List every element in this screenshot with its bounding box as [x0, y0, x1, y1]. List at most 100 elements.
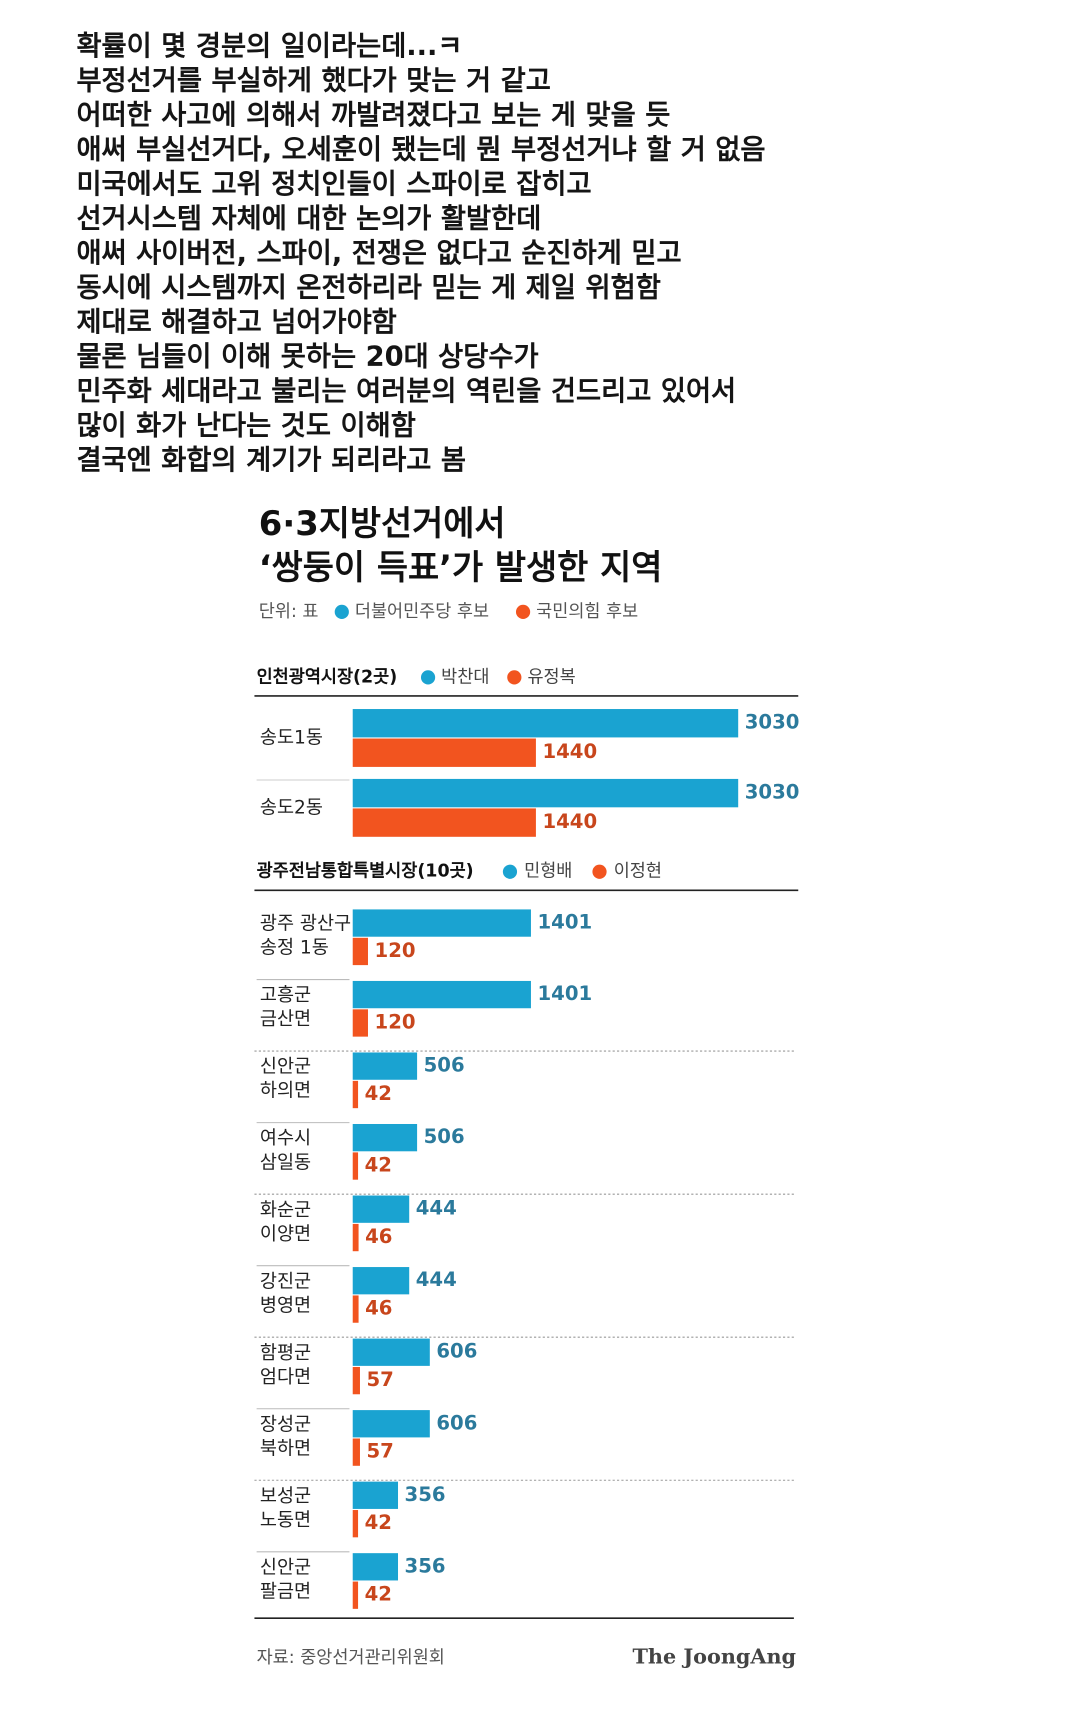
category-label: 엄다면: [260, 1367, 311, 1388]
category-label: 송정 1동: [260, 938, 329, 959]
value-label: 1440: [542, 740, 597, 763]
legend-dot: [507, 670, 522, 685]
category-label: 함평군: [260, 1343, 311, 1364]
brand: The JoongAng: [632, 1644, 796, 1668]
bar: [352, 1438, 360, 1466]
legend-label: 유정복: [527, 667, 575, 687]
legend-dot: [334, 604, 349, 619]
bar: [352, 980, 531, 1009]
value-label: 1401: [538, 911, 593, 934]
value-label: 1440: [542, 810, 597, 833]
category-label: 팔금면: [260, 1581, 311, 1602]
bar: [352, 1052, 418, 1080]
value-label: 356: [405, 1483, 446, 1506]
value-label: 46: [365, 1225, 392, 1248]
value-label: 57: [367, 1440, 394, 1463]
value-label: 1401: [538, 982, 593, 1005]
value-label: 506: [424, 1054, 465, 1077]
bar: [352, 1223, 359, 1252]
section-title: 인천광역시장(2곳): [257, 667, 398, 687]
legend-label: 이정현: [614, 862, 662, 882]
value-label: 120: [375, 1010, 416, 1033]
value-label: 42: [365, 1583, 392, 1606]
bar: [352, 778, 739, 808]
category-label: 북하면: [260, 1438, 311, 1459]
bar: [352, 1152, 359, 1180]
category-label: 이양면: [260, 1224, 311, 1245]
post-line: 어떠한 사고에 의해서 까발려졌다고 보는 게 맞을 듯: [76, 100, 670, 131]
bar: [352, 1366, 360, 1395]
category-label: 송도1동: [260, 727, 323, 748]
value-label: 57: [367, 1368, 394, 1391]
value-label: 3030: [745, 781, 800, 804]
category-label: 고흥군: [260, 985, 311, 1006]
bar: [352, 1510, 359, 1538]
legend-label: 민형배: [524, 862, 572, 882]
legend-label: 더불어민주당 후보: [355, 602, 489, 622]
category-label: 노동면: [260, 1510, 311, 1531]
infographic-title: 6·3지방선거에서: [259, 504, 506, 543]
value-label: 356: [405, 1554, 446, 1577]
post-line: 확률이 몇 경분의 일이라는데...ㅋ: [76, 31, 462, 62]
unit: 단위: 표: [259, 602, 319, 622]
value-label: 46: [365, 1297, 392, 1320]
post-line: 물론 님들이 이해 못하는 20대 상당수가: [76, 341, 538, 372]
source: 자료: 중앙선거관리위원회: [257, 1648, 445, 1668]
post-line: 부정선거를 부실하게 했다가 맞는 거 같고: [76, 65, 550, 96]
post-line: 결국엔 화합의 계기가 되리라고 봄: [76, 445, 466, 476]
post-line: 민주화 세대라고 불리는 여러분의 역린을 건드리고 있어서: [76, 376, 736, 407]
value-label: 42: [365, 1082, 392, 1105]
value-label: 3030: [745, 711, 800, 734]
post-line: 선거시스템 자체에 대한 논의가 활발한데: [76, 203, 541, 234]
bar: [352, 1195, 410, 1223]
post-line: 미국에서도 고위 정치인들이 스파이로 잡히고: [76, 169, 591, 200]
bar: [352, 937, 368, 966]
category-label: 삼일동: [260, 1152, 311, 1173]
category-label: 병영면: [260, 1295, 311, 1316]
value-label: 606: [436, 1411, 477, 1434]
legend-label: 박찬대: [441, 667, 489, 687]
category-label: 장성군: [260, 1414, 311, 1435]
post-line: 애써 부실선거다, 오세훈이 됐는데 뭔 부정선거냐 할 거 없음: [76, 134, 765, 165]
bar: [352, 808, 536, 837]
legend-dot: [515, 604, 531, 619]
bar: [352, 1009, 368, 1037]
value-label: 444: [416, 1268, 457, 1291]
category-label: 신안군: [260, 1057, 311, 1078]
bar: [352, 1123, 418, 1152]
category-label: 여수시: [260, 1128, 311, 1149]
value-label: 606: [436, 1340, 477, 1363]
bar: [352, 1295, 359, 1323]
bar: [352, 738, 536, 767]
category-label: 금산면: [260, 1009, 311, 1030]
category-label: 광주 광산구: [260, 914, 351, 935]
post-line: 동시에 시스템까지 온전하리라 믿는 게 제일 위험함: [76, 272, 660, 303]
bar: [352, 709, 739, 738]
category-label: 화순군: [260, 1200, 311, 1221]
infographic-title: ‘쌍둥이 득표’가 발생한 지역: [259, 548, 663, 587]
category-label: 하의면: [260, 1081, 311, 1102]
bar: [352, 1553, 399, 1581]
legend-dot: [502, 864, 518, 879]
legend-dot: [420, 670, 436, 685]
bar: [352, 1410, 430, 1438]
legend-dot: [592, 864, 607, 879]
legend-label: 국민의힘 후보: [536, 602, 638, 622]
value-label: 42: [365, 1511, 392, 1534]
post-line: 제대로 해결하고 넘어가야함: [76, 307, 396, 338]
category-label: 강진군: [260, 1271, 311, 1292]
category-label: 보성군: [260, 1486, 311, 1507]
category-label: 신안군: [260, 1557, 311, 1578]
category-label: 송도2동: [260, 797, 323, 818]
bar: [352, 1581, 359, 1609]
bar: [352, 1338, 430, 1366]
section-title: 광주전남통합특별시장(10곳): [257, 861, 474, 882]
bar: [352, 909, 531, 937]
post-line: 애써 사이버전, 스파이, 전쟁은 없다고 순진하게 믿고: [76, 238, 681, 269]
value-label: 42: [365, 1154, 392, 1177]
bar: [352, 1080, 359, 1109]
value-label: 444: [416, 1197, 457, 1220]
